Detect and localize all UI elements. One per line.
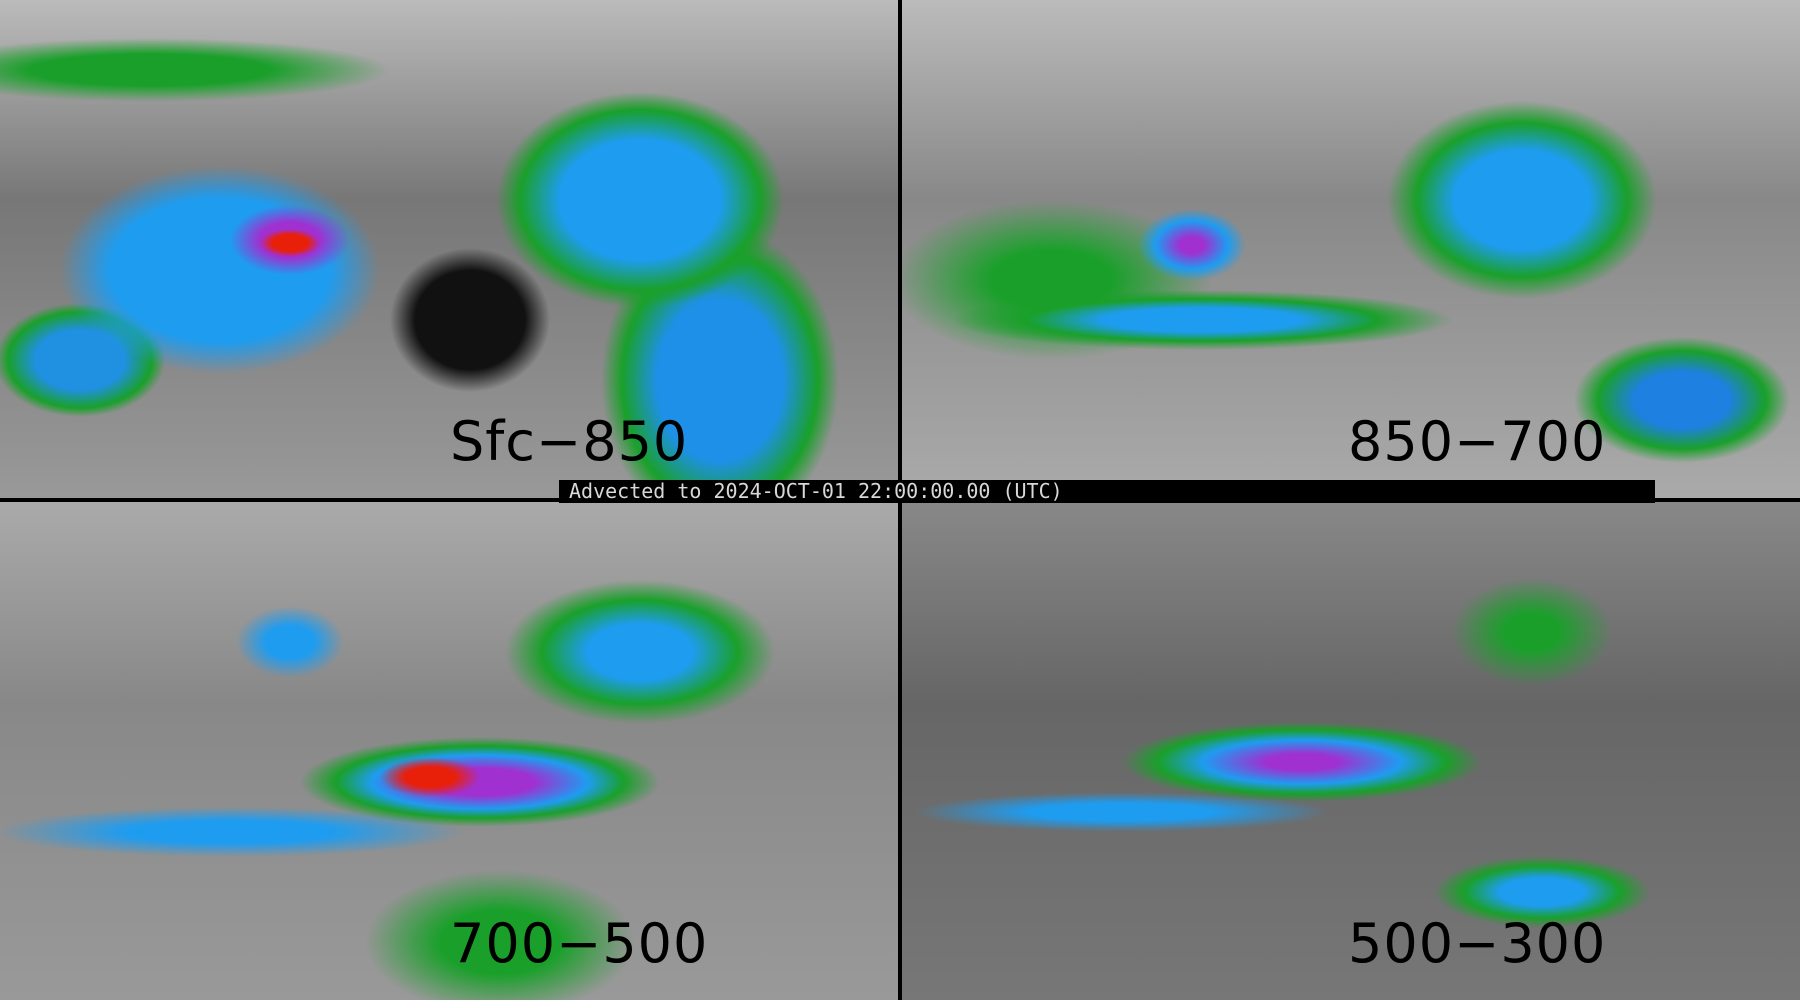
panel-sfc-850: Sfc−850 (0, 0, 898, 498)
panel-850-700: 850−700 (902, 0, 1800, 498)
panel-700-500: 700−500 (0, 502, 898, 1000)
panel-label: 850−700 (1348, 410, 1607, 473)
panel-label: 700−500 (450, 912, 709, 975)
panel-500-300: 500−300 (902, 502, 1800, 1000)
panel-label: 500−300 (1348, 912, 1607, 975)
panel-label: Sfc−850 (450, 410, 689, 473)
advection-time-banner: Advected to 2024-OCT-01 22:00:00.00 (UTC… (559, 480, 1655, 503)
